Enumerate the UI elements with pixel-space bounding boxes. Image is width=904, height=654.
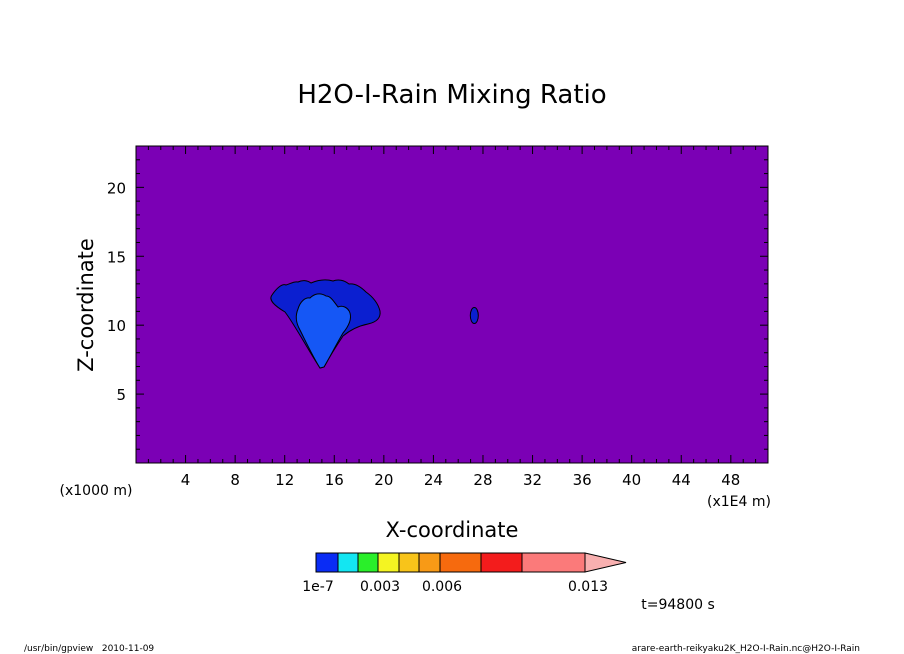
x-tick-label: 24 (424, 471, 443, 489)
colorbar-swatch (480, 552, 523, 573)
colorbar-swatch (377, 552, 400, 573)
x-axis-label: X-coordinate (386, 518, 519, 542)
colorbar-swatch (357, 552, 379, 573)
colorbar-swatch (315, 552, 339, 573)
x-tick-label: 8 (230, 471, 240, 489)
x-tick-label: 4 (181, 471, 191, 489)
x-tick-label: 16 (325, 471, 344, 489)
colorbar-swatch (398, 552, 420, 573)
colorbar-swatch (439, 552, 482, 573)
contour-blob (469, 307, 479, 325)
y-tick-label: 5 (116, 386, 126, 404)
colorbar-label: 0.006 (422, 579, 462, 595)
y-axis-unit: (x1000 m) (60, 483, 133, 499)
time-label: t=94800 s (641, 597, 715, 613)
y-tick-label: 20 (107, 179, 126, 197)
y-axis-label: Z-coordinate (74, 238, 98, 372)
x-tick-label: 48 (721, 471, 740, 489)
colorbar-label: 1e-7 (302, 579, 333, 595)
colorbar (315, 552, 627, 573)
colorbar-swatch (418, 552, 441, 573)
colorbar-label: 0.003 (360, 579, 400, 595)
y-tick-label: 15 (107, 248, 126, 266)
x-tick-label: 12 (275, 471, 294, 489)
colorbar-swatch (337, 552, 359, 573)
footer-left: /usr/bin/gpview 2010-11-09 (24, 644, 154, 654)
footer-right: arare-earth-reikyaku2K_H2O-I-Rain.nc@H2O… (632, 644, 860, 654)
ticks (136, 146, 768, 463)
colorbar-labels: 1e-7 0.003 0.006 0.013 (302, 579, 608, 595)
x-tick-label: 36 (573, 471, 592, 489)
colorbar-swatch (521, 552, 586, 573)
x-axis-unit: (x1E4 m) (707, 494, 771, 510)
colorbar-arrow (584, 552, 627, 573)
x-tick-label: 28 (473, 471, 492, 489)
x-tick-label: 20 (374, 471, 393, 489)
y-tick-label: 10 (107, 317, 126, 335)
colorbar-label: 0.013 (568, 579, 608, 595)
chart-title: H2O-I-Rain Mixing Ratio (297, 80, 606, 110)
x-tick-label: 32 (523, 471, 542, 489)
x-tick-label: 40 (622, 471, 641, 489)
contour-inner (295, 293, 351, 369)
x-tick-label: 44 (672, 471, 691, 489)
plot-background (135, 145, 769, 464)
